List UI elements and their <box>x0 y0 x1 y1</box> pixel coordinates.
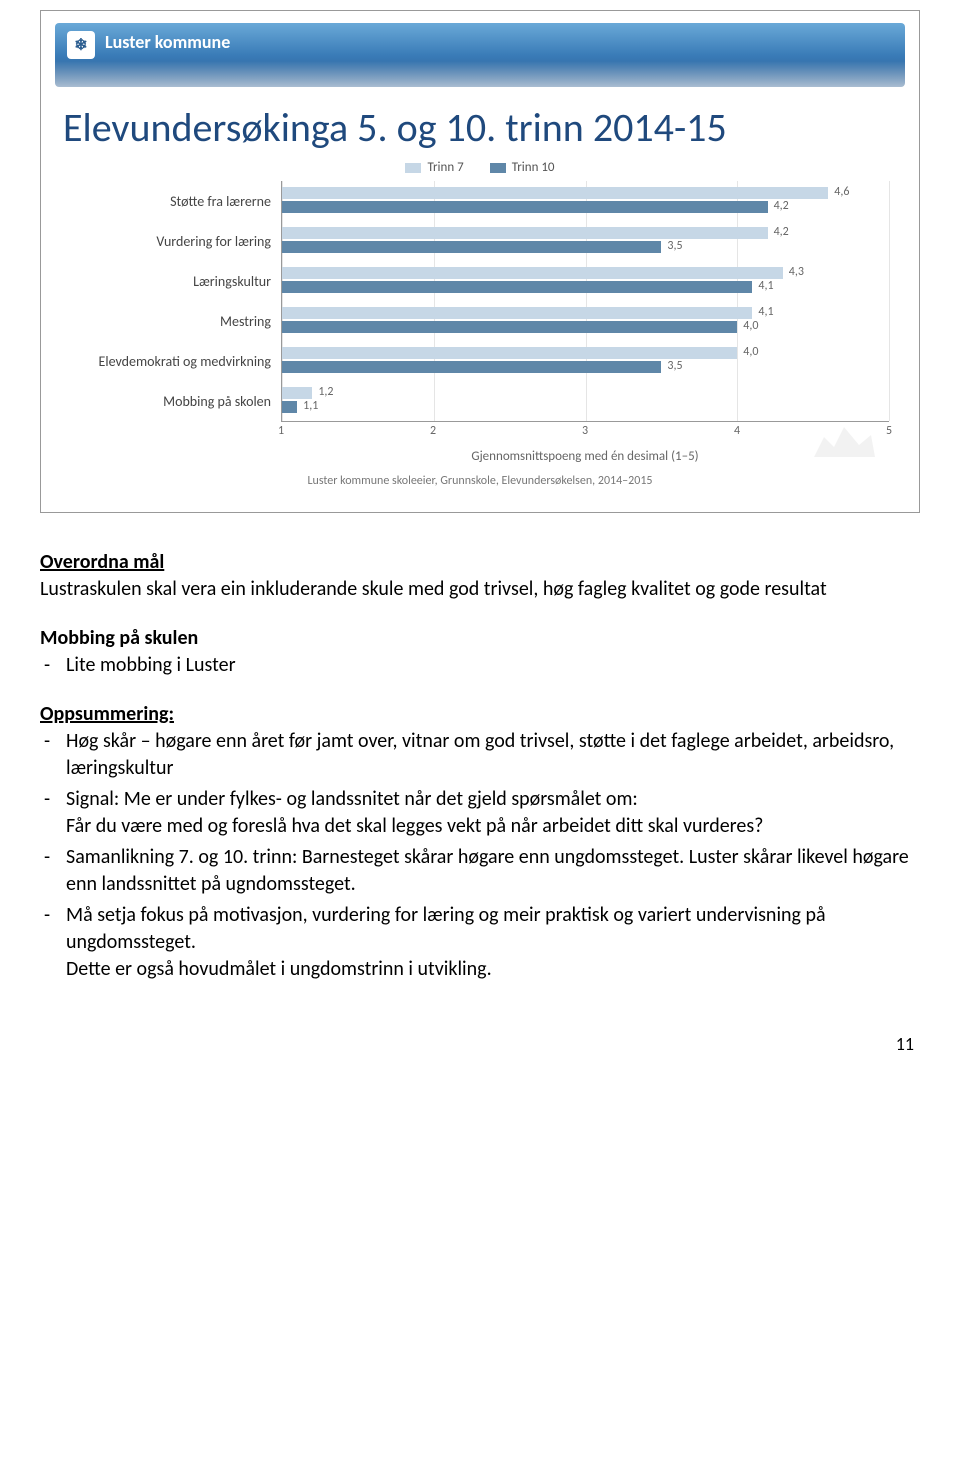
legend-item: Trinn 7 <box>405 160 463 175</box>
chart-x-label: Gjennomsnittspoeng med én desimal (1–5) <box>281 449 889 464</box>
chart-bar: 4,6 <box>282 187 828 199</box>
municipality-banner: ❄ Luster kommune <box>55 23 905 87</box>
chart-bar: 3,5 <box>282 241 661 253</box>
chart-bar: 4,1 <box>282 281 752 293</box>
slide-title: Elevundersøkinga 5. og 10. trinn 2014-15 <box>63 103 897 152</box>
chart-value-label: 1,1 <box>303 399 318 413</box>
chart-x-tick: 2 <box>430 424 436 438</box>
chart-value-label: 4,2 <box>774 199 789 213</box>
chart-row: Mestring4,14,0 <box>71 301 889 341</box>
chart-value-label: 4,0 <box>743 319 758 333</box>
chart-value-label: 4,1 <box>758 305 773 319</box>
chart-x-tick: 4 <box>734 424 740 438</box>
chart-bar: 4,0 <box>282 347 737 359</box>
chart-bar-area: 4,14,0 <box>281 301 889 341</box>
chart-category-label: Elevdemokrati og medvirkning <box>71 353 281 370</box>
chart-bar: 3,5 <box>282 361 661 373</box>
chart-legend: Trinn 7 Trinn 10 <box>71 160 889 175</box>
chart-value-label: 4,3 <box>789 265 804 279</box>
chart-category-label: Mestring <box>71 313 281 330</box>
list-item: Signal: Me er under fylkes- og landssnit… <box>66 786 920 840</box>
chart-bar-area: 4,03,5 <box>281 341 889 381</box>
chart-caption: Luster kommune skoleeier, Grunnskole, El… <box>71 474 889 488</box>
chart-value-label: 1,2 <box>318 385 333 399</box>
chart-x-axis: 1 2 3 4 5 <box>281 421 889 445</box>
list-tail: Dette er også hovudmålet i ungdomstrinn … <box>66 956 920 983</box>
page-number: 11 <box>40 1033 920 1055</box>
heading-mobbing: Mobbing på skulen <box>40 625 920 652</box>
list-item: Samanlikning 7. og 10. trinn: Barnestege… <box>66 844 920 898</box>
chart-row: Mobbing på skolen1,21,1 <box>71 381 889 421</box>
chart-category-label: Mobbing på skolen <box>71 393 281 410</box>
chart-bar: 4,2 <box>282 227 768 239</box>
chart-bar: 1,2 <box>282 387 312 399</box>
chart-category-label: Vurdering for læring <box>71 233 281 250</box>
chart-bar-area: 1,21,1 <box>281 381 889 421</box>
overordna-body: Lustraskulen skal vera ein inkluderande … <box>40 576 920 603</box>
chart-value-label: 3,5 <box>667 239 682 253</box>
chart-x-tick: 1 <box>278 424 284 438</box>
chart-bar: 1,1 <box>282 401 297 413</box>
municipality-name: Luster kommune <box>105 31 230 53</box>
chart-row: Elevdemokrati og medvirkning4,03,5 <box>71 341 889 381</box>
list-item: Lite mobbing i Luster <box>66 652 920 679</box>
chart-bar: 4,3 <box>282 267 783 279</box>
heading-oppsummering: Oppsummering: <box>40 701 920 728</box>
chart-row: Vurdering for læring4,23,5 <box>71 221 889 261</box>
heading-overordna: Overordna mål <box>40 549 920 576</box>
chart-value-label: 4,6 <box>834 185 849 199</box>
slide-frame: ❄ Luster kommune Elevundersøkinga 5. og … <box>40 10 920 513</box>
chart-category-label: Støtte fra lærerne <box>71 193 281 210</box>
legend-item: Trinn 10 <box>490 160 555 175</box>
chart-bar: 4,1 <box>282 307 752 319</box>
chart-bar-area: 4,34,1 <box>281 261 889 301</box>
document-body: Overordna mål Lustraskulen skal vera ein… <box>40 549 920 983</box>
banner-decoration <box>55 61 905 87</box>
chart: Trinn 7 Trinn 10 Støtte fra lærerne4,64,… <box>41 160 919 512</box>
chart-value-label: 3,5 <box>667 359 682 373</box>
list-item: Høg skår – høgare enn året før jamt over… <box>66 728 920 782</box>
chart-bar-area: 4,64,2 <box>281 181 889 221</box>
chart-bar: 4,2 <box>282 201 768 213</box>
municipality-logo: ❄ <box>67 31 95 59</box>
chart-bar-area: 4,23,5 <box>281 221 889 261</box>
chart-value-label: 4,2 <box>774 225 789 239</box>
chart-x-tick: 3 <box>582 424 588 438</box>
chart-category-label: Læringskultur <box>71 273 281 290</box>
chart-x-tick: 5 <box>886 424 892 438</box>
chart-value-label: 4,1 <box>758 279 773 293</box>
list-item: Må setja fokus på motivasjon, vurdering … <box>66 902 920 983</box>
map-icon <box>809 417 879 472</box>
chart-row: Læringskultur4,34,1 <box>71 261 889 301</box>
list-subitem: Får du være med og foreslå hva det skal … <box>66 813 920 840</box>
chart-row: Støtte fra lærerne4,64,2 <box>71 181 889 221</box>
chart-bar: 4,0 <box>282 321 737 333</box>
chart-value-label: 4,0 <box>743 345 758 359</box>
